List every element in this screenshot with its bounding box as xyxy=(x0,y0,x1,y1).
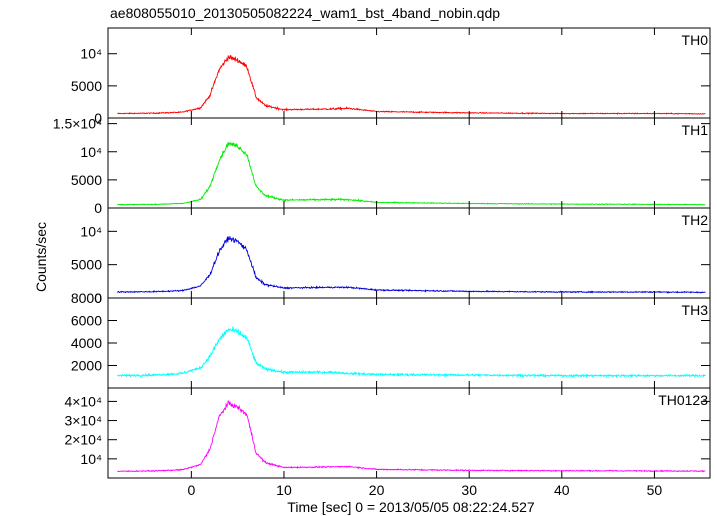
panel-th0123: 10⁴ 2×10⁴ 3×10⁴ 4×10⁴ TH0123 xyxy=(64,387,711,479)
panel-frame xyxy=(107,117,711,209)
y-tick-label: 0 xyxy=(94,200,102,216)
panel-th1: 0 5000 10⁴ 1.5×10⁴ TH1 xyxy=(53,116,711,216)
panel-label: TH2 xyxy=(682,212,709,228)
y-tick-label: 4000 xyxy=(71,335,102,351)
panel-label: TH0123 xyxy=(658,392,708,408)
y-axis-label: Counts/sec xyxy=(33,222,49,292)
y-tick-label: 5000 xyxy=(71,172,102,188)
y-tick-label: 3×10⁴ xyxy=(64,413,102,429)
x-tick-label: 40 xyxy=(554,482,570,498)
y-tick-label: 6000 xyxy=(71,313,102,329)
panel-label: TH3 xyxy=(682,302,709,318)
panel-th2: 0 5000 10⁴ TH2 xyxy=(71,207,711,306)
series-th0123 xyxy=(117,400,706,473)
chart-panels: 0 5000 10⁴ TH0 0 5000 10⁴ 1.5×10⁴ TH1 0 5000 10⁴ TH2… xyxy=(53,27,711,498)
x-tick-label: 20 xyxy=(369,482,385,498)
series-th3 xyxy=(116,326,706,379)
y-tick-label: 0 xyxy=(94,110,102,126)
y-tick-label: 5000 xyxy=(71,78,102,94)
series-th1 xyxy=(117,141,706,206)
chart-title: ae808055010_20130505082224_wam1_bst_4ban… xyxy=(110,5,500,21)
y-tick-label: 2000 xyxy=(71,358,102,374)
panel-frame xyxy=(107,27,711,119)
y-tick-label: 8000 xyxy=(71,290,102,306)
y-tick-label: 10⁴ xyxy=(80,451,102,467)
panel-th0: 0 5000 10⁴ TH0 xyxy=(71,27,711,126)
panel-th3: 2000 4000 6000 8000 TH3 xyxy=(71,290,711,389)
x-tick-label: 10 xyxy=(276,482,292,498)
x-tick-label: 50 xyxy=(647,482,663,498)
panel-frame xyxy=(107,207,711,299)
x-axis-label: Time [sec] 0 = 2013/05/05 08:22:24.527 xyxy=(287,499,535,515)
series-th0 xyxy=(117,54,706,115)
x-tick-label: 30 xyxy=(461,482,477,498)
y-tick-label: 2×10⁴ xyxy=(64,432,102,448)
y-tick-label: 1.5×10⁴ xyxy=(53,116,102,132)
y-tick-label: 4×10⁴ xyxy=(64,393,102,409)
panel-frame xyxy=(107,387,711,479)
panel-label: TH0 xyxy=(682,32,709,48)
series-th2 xyxy=(116,236,706,294)
y-tick-label: 5000 xyxy=(71,257,102,273)
panel-label: TH1 xyxy=(682,122,709,138)
y-tick-label: 10⁴ xyxy=(80,223,102,239)
y-tick-label: 10⁴ xyxy=(80,144,102,160)
y-tick-label: 10⁴ xyxy=(80,46,102,62)
x-tick-label: 0 xyxy=(187,482,195,498)
y-tick-label: 0 xyxy=(94,290,102,306)
